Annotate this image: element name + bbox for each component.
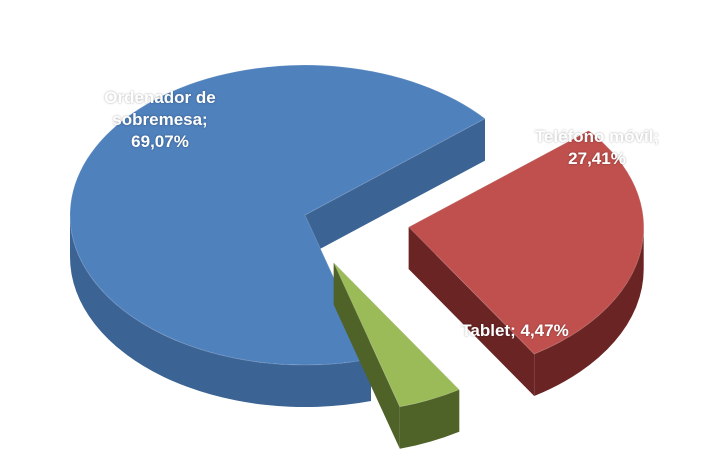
slice-side — [399, 389, 460, 449]
label-category: Teléfono móvil; — [534, 127, 660, 146]
data-label: Ordenador de sobremesa; 69,07% — [85, 87, 235, 153]
label-category: Tablet; — [461, 321, 516, 340]
data-label: Tablet; 4,47% — [430, 320, 600, 342]
slice-wall — [305, 118, 485, 257]
slice-wall — [408, 227, 535, 396]
slice — [333, 262, 461, 408]
slice-side — [69, 215, 371, 408]
label-value: 69,07% — [131, 132, 189, 151]
slice-side — [534, 227, 644, 396]
slice-wall — [333, 262, 400, 449]
data-label: Teléfono móvil; 27,41% — [522, 126, 672, 170]
label-category: Ordenador de sobremesa; — [104, 88, 216, 129]
slice — [407, 130, 645, 355]
slice — [69, 64, 486, 366]
label-value: 4,47% — [520, 321, 569, 340]
label-value: 27,41% — [568, 149, 626, 168]
